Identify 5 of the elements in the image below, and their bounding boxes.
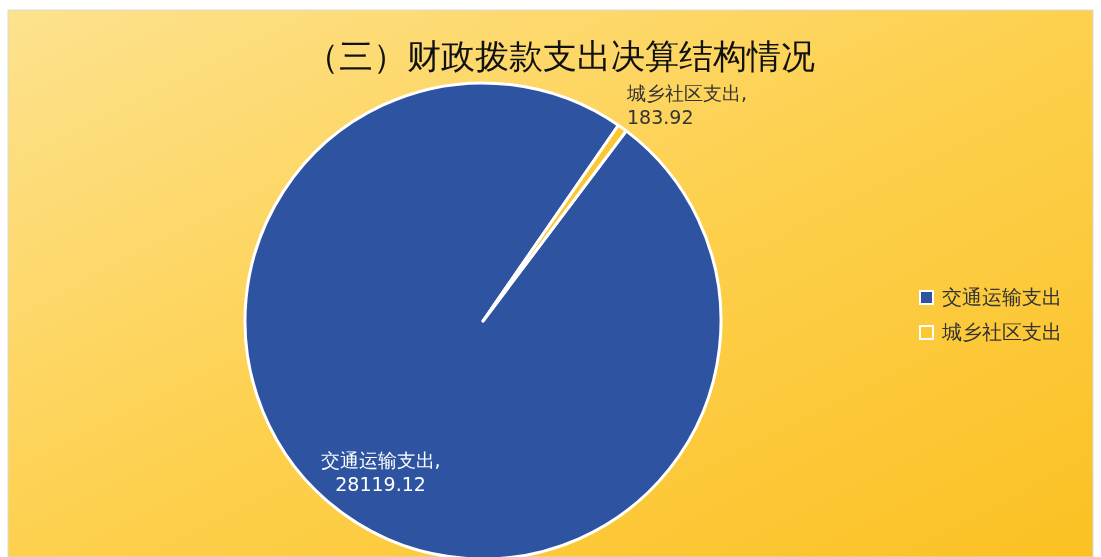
legend-label: 城乡社区支出 [941,320,1062,344]
data-label: 交通运输支出, 28119.12 [320,449,441,496]
data-label: 城乡社区支出, 183.92 [626,81,748,128]
legend-label: 交通运输支出 [942,285,1062,309]
chart-title: （三）财政拨款支出决算结构情况 [305,36,815,76]
